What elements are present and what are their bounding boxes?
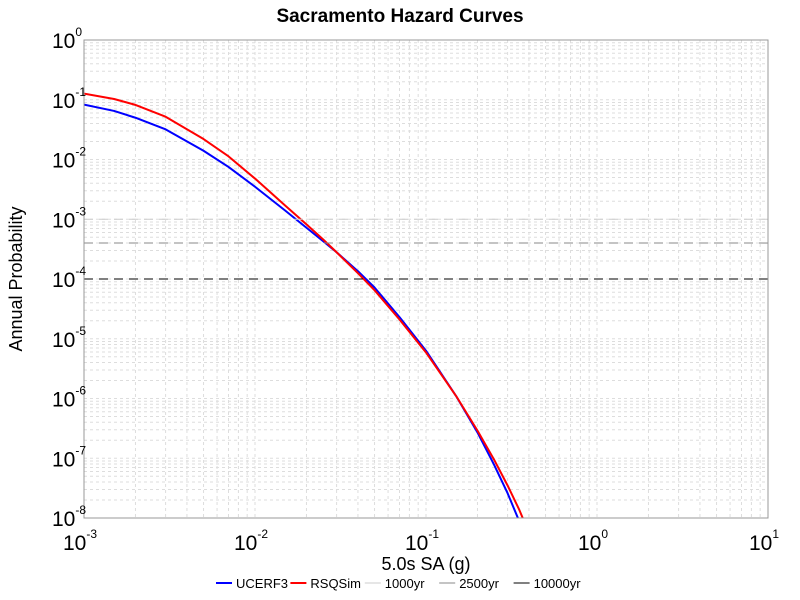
- legend-label: 2500yr: [459, 576, 499, 591]
- chart-title: Sacramento Hazard Curves: [276, 6, 523, 27]
- legend-label: RSQSim: [310, 576, 361, 591]
- y-tick-label: 10-6: [52, 384, 86, 412]
- plot-frame: [83, 39, 769, 519]
- legend-label: 10000yr: [534, 576, 582, 591]
- series-line-rsqsim: [84, 92, 524, 518]
- y-tick-labels: 100 10-1 10-2 10-3 10-4 10-5 10-6 10-7 10-8: [52, 25, 86, 531]
- y-axis-label: Annual Probability: [6, 206, 26, 351]
- series-layer: [84, 92, 768, 518]
- x-tick-label: 10-2: [234, 527, 268, 555]
- y-tick-label: 10-7: [52, 443, 86, 471]
- y-tick-label: 10-2: [52, 145, 86, 173]
- y-tick-label: 10-8: [52, 503, 86, 531]
- y-tick-label: 10-5: [52, 324, 86, 352]
- y-tick-label: 100: [52, 25, 82, 53]
- legend-label: 1000yr: [385, 576, 425, 591]
- x-tick-label: 100: [578, 527, 608, 555]
- legend-item-2500yr: 2500yr: [439, 576, 500, 591]
- x-tick-labels: 10-3 10-2 10-1 100 101: [63, 527, 779, 555]
- legend-item-1000yr: 1000yr: [364, 576, 425, 591]
- y-tick-label: 10-4: [52, 264, 86, 292]
- legend-label: UCERF3: [236, 576, 288, 591]
- x-tick-label: 10-1: [405, 527, 439, 555]
- legend-item-rsqsim: RSQSim: [290, 576, 361, 591]
- y-tick-label: 10-1: [52, 85, 86, 113]
- legend-item-10000yr: 10000yr: [513, 576, 582, 591]
- y-tick-label: 10-3: [52, 204, 86, 232]
- x-tick-label: 10-3: [63, 527, 97, 555]
- legend-item-ucerf3: UCERF3: [216, 576, 288, 591]
- grid: [83, 40, 768, 519]
- x-axis-label: 5.0s SA (g): [381, 554, 470, 574]
- legend: UCERF3 RSQSim 1000yr 2500yr 10000yr: [216, 576, 581, 591]
- x-tick-label: 101: [749, 527, 779, 555]
